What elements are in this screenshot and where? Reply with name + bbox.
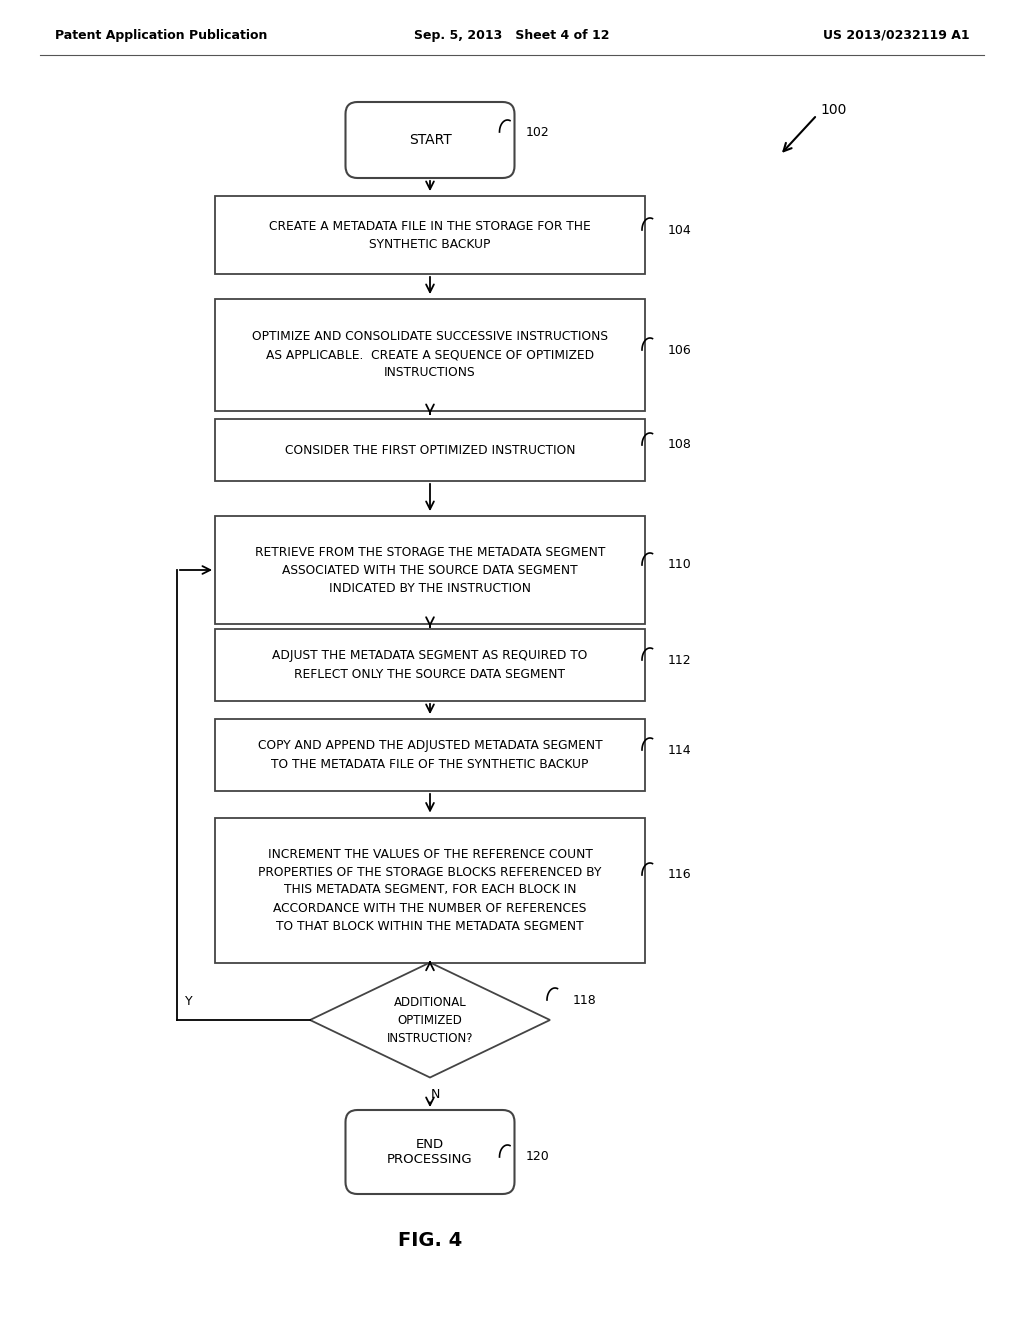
Text: COPY AND APPEND THE ADJUSTED METADATA SEGMENT
TO THE METADATA FILE OF THE SYNTHE: COPY AND APPEND THE ADJUSTED METADATA SE… xyxy=(258,739,602,771)
Text: END
PROCESSING: END PROCESSING xyxy=(387,1138,473,1166)
Text: US 2013/0232119 A1: US 2013/0232119 A1 xyxy=(823,29,970,41)
Text: 108: 108 xyxy=(668,438,692,451)
Text: ADDITIONAL
OPTIMIZED
INSTRUCTION?: ADDITIONAL OPTIMIZED INSTRUCTION? xyxy=(387,995,473,1044)
FancyBboxPatch shape xyxy=(215,195,645,275)
FancyBboxPatch shape xyxy=(215,300,645,411)
Text: Sep. 5, 2013   Sheet 4 of 12: Sep. 5, 2013 Sheet 4 of 12 xyxy=(415,29,609,41)
Text: CONSIDER THE FIRST OPTIMIZED INSTRUCTION: CONSIDER THE FIRST OPTIMIZED INSTRUCTION xyxy=(285,444,575,457)
FancyBboxPatch shape xyxy=(215,817,645,962)
Text: RETRIEVE FROM THE STORAGE THE METADATA SEGMENT
ASSOCIATED WITH THE SOURCE DATA S: RETRIEVE FROM THE STORAGE THE METADATA S… xyxy=(255,545,605,594)
FancyBboxPatch shape xyxy=(215,516,645,624)
Polygon shape xyxy=(310,962,550,1077)
Text: 110: 110 xyxy=(668,558,692,572)
Text: Patent Application Publication: Patent Application Publication xyxy=(55,29,267,41)
Text: N: N xyxy=(430,1088,439,1101)
Text: CREATE A METADATA FILE IN THE STORAGE FOR THE
SYNTHETIC BACKUP: CREATE A METADATA FILE IN THE STORAGE FO… xyxy=(269,219,591,251)
Text: 116: 116 xyxy=(668,869,691,882)
Text: 120: 120 xyxy=(525,1151,549,1163)
Text: FIG. 4: FIG. 4 xyxy=(398,1230,462,1250)
Text: 106: 106 xyxy=(668,343,692,356)
Text: 100: 100 xyxy=(820,103,847,117)
Text: INCREMENT THE VALUES OF THE REFERENCE COUNT
PROPERTIES OF THE STORAGE BLOCKS REF: INCREMENT THE VALUES OF THE REFERENCE CO… xyxy=(258,847,602,932)
Text: Y: Y xyxy=(185,995,193,1008)
FancyBboxPatch shape xyxy=(215,630,645,701)
Text: START: START xyxy=(409,133,452,147)
FancyBboxPatch shape xyxy=(345,102,514,178)
Text: OPTIMIZE AND CONSOLIDATE SUCCESSIVE INSTRUCTIONS
AS APPLICABLE.  CREATE A SEQUEN: OPTIMIZE AND CONSOLIDATE SUCCESSIVE INST… xyxy=(252,330,608,380)
Text: 104: 104 xyxy=(668,223,692,236)
FancyBboxPatch shape xyxy=(345,1110,514,1195)
FancyBboxPatch shape xyxy=(215,418,645,480)
Text: ADJUST THE METADATA SEGMENT AS REQUIRED TO
REFLECT ONLY THE SOURCE DATA SEGMENT: ADJUST THE METADATA SEGMENT AS REQUIRED … xyxy=(272,649,588,681)
Text: 112: 112 xyxy=(668,653,691,667)
Text: 114: 114 xyxy=(668,743,691,756)
FancyBboxPatch shape xyxy=(215,719,645,791)
Text: 118: 118 xyxy=(573,994,597,1006)
Text: 102: 102 xyxy=(525,125,549,139)
